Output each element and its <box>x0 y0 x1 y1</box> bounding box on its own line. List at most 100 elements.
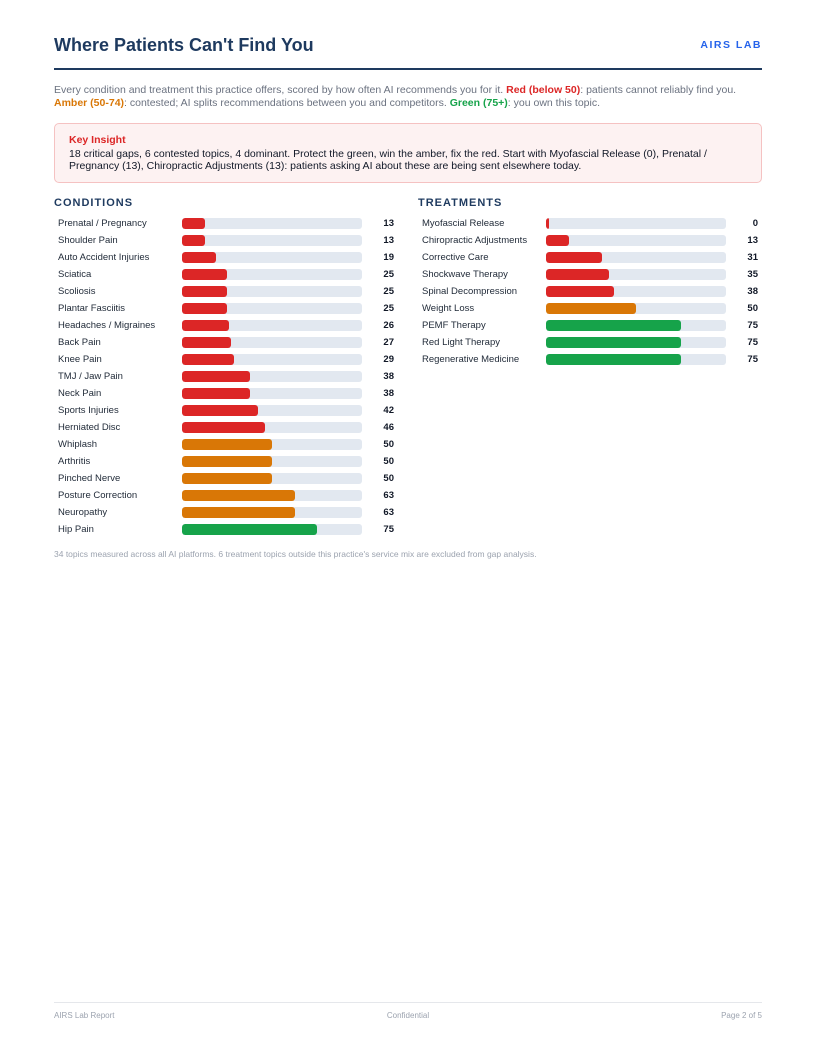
bar-track <box>546 303 726 314</box>
footer-confidential: Confidential <box>386 1011 430 1020</box>
bar-row: Shoulder Pain 13 <box>54 233 394 250</box>
bar-label: Herniated Disc <box>58 422 121 433</box>
bar-track <box>182 422 362 433</box>
bar-label: Sports Injuries <box>58 405 119 416</box>
bar-row: Weight Loss 50 <box>418 301 758 318</box>
bar-label: Prenatal / Pregnancy <box>58 218 147 229</box>
bar-value: 42 <box>383 405 394 416</box>
bar-label: Scoliosis <box>58 286 96 297</box>
bar-value: 25 <box>383 286 394 297</box>
page-title: Where Patients Can't Find You <box>54 35 314 55</box>
bar-fill <box>546 354 681 365</box>
bar-track <box>182 439 362 450</box>
bar-fill <box>546 218 549 229</box>
bar-row: TMJ / Jaw Pain 38 <box>54 369 394 386</box>
bar-fill <box>182 269 227 280</box>
bar-track <box>546 269 726 280</box>
conditions-chart: CONDITIONS Prenatal / Pregnancy 13 Shoulde… <box>54 196 394 539</box>
treatments-title: TREATMENTS <box>418 197 503 209</box>
bar-label: Whiplash <box>58 439 98 450</box>
bar-row: Herniated Disc 46 <box>54 420 394 437</box>
bar-track <box>546 354 726 365</box>
bar-track <box>182 269 362 280</box>
bar-label: Neck Pain <box>58 388 102 399</box>
bar-value: 25 <box>383 269 394 280</box>
legend-green-label: Green (75+) <box>449 97 508 109</box>
bar-track <box>182 252 362 263</box>
bar-fill <box>546 303 636 314</box>
bar-label: TMJ / Jaw Pain <box>58 371 123 382</box>
bar-label: Back Pain <box>58 337 101 348</box>
bar-row: Spinal Decompression 38 <box>418 284 758 301</box>
bar-fill <box>546 286 615 297</box>
bar-fill <box>182 405 258 416</box>
bar-label: Regenerative Medicine <box>422 354 520 365</box>
bar-track <box>182 456 362 467</box>
bar-track <box>182 524 362 535</box>
bar-track <box>546 252 726 263</box>
bar-value: 27 <box>383 337 394 348</box>
bar-track <box>182 235 362 246</box>
treatments-bars: Myofascial Release 0 Chiropractic Adjustme… <box>418 216 758 369</box>
intro-text: : contested; AI splits recommendations b… <box>124 97 450 109</box>
brand-logo-text: AIRS LAB <box>700 39 762 51</box>
key-insight-title: Key Insight <box>69 134 126 146</box>
footnote: 34 topics measured across all AI platfor… <box>54 549 537 559</box>
bar-label: Shockwave Therapy <box>422 269 508 280</box>
bar-row: PEMF Therapy 75 <box>418 318 758 335</box>
bar-value: 38 <box>383 371 394 382</box>
bar-label: Spinal Decompression <box>422 286 518 297</box>
bar-row: Headaches / Migraines 26 <box>54 318 394 335</box>
bar-track <box>546 320 726 331</box>
bar-fill <box>182 218 206 229</box>
bar-value: 31 <box>747 252 758 263</box>
bar-row: Shockwave Therapy 35 <box>418 267 758 284</box>
bar-track <box>182 388 362 399</box>
bar-value: 50 <box>383 439 394 450</box>
bar-label: Red Light Therapy <box>422 337 500 348</box>
bar-value: 75 <box>383 524 394 535</box>
intro-text: : you own this topic. <box>507 97 601 109</box>
bar-value: 63 <box>383 507 394 518</box>
bar-track <box>182 286 362 297</box>
bar-label: Plantar Fasciitis <box>58 303 126 314</box>
bar-track <box>182 320 362 331</box>
bar-value: 29 <box>383 354 394 365</box>
bar-value: 75 <box>747 354 758 365</box>
bar-row: Neck Pain 38 <box>54 386 394 403</box>
bar-row: Regenerative Medicine 75 <box>418 352 758 369</box>
bar-fill <box>182 524 317 535</box>
bar-fill <box>182 303 227 314</box>
bar-track <box>546 286 726 297</box>
bar-track <box>182 354 362 365</box>
bar-label: Weight Loss <box>422 303 475 314</box>
bar-label: Chiropractic Adjustments <box>422 235 528 246</box>
bar-track <box>182 507 362 518</box>
bar-fill <box>546 269 609 280</box>
bar-value: 26 <box>383 320 394 331</box>
bar-label: Posture Correction <box>58 490 138 501</box>
bar-track <box>182 337 362 348</box>
legend-amber-label: Amber (50-74) <box>54 97 125 109</box>
bar-fill <box>182 456 272 467</box>
bar-fill <box>182 320 229 331</box>
bar-label: Myofascial Release <box>422 218 505 229</box>
bar-value: 13 <box>383 235 394 246</box>
footer-report-name: AIRS Lab Report <box>54 1011 115 1020</box>
legend-red-label: Red (below 50) <box>506 84 581 96</box>
key-insight-box: Key Insight 18 critical gaps, 6 conteste… <box>54 123 762 183</box>
bar-label: Hip Pain <box>58 524 94 535</box>
treatments-chart: TREATMENTS Myofascial Release 0 Chiropract… <box>418 196 758 369</box>
bar-label: PEMF Therapy <box>422 320 486 331</box>
bar-fill <box>182 388 251 399</box>
bar-row: Back Pain 27 <box>54 335 394 352</box>
bar-row: Plantar Fasciitis 25 <box>54 301 394 318</box>
bar-value: 35 <box>747 269 758 280</box>
intro-text: : patients cannot reliably find you. <box>580 84 737 96</box>
bar-label: Sciatica <box>58 269 92 280</box>
bar-value: 46 <box>383 422 394 433</box>
bar-row: Myofascial Release 0 <box>418 216 758 233</box>
bar-fill <box>182 371 251 382</box>
bar-label: Shoulder Pain <box>58 235 118 246</box>
bar-row: Whiplash 50 <box>54 437 394 454</box>
